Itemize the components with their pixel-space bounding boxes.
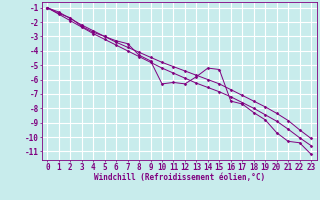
X-axis label: Windchill (Refroidissement éolien,°C): Windchill (Refroidissement éolien,°C) xyxy=(94,173,265,182)
